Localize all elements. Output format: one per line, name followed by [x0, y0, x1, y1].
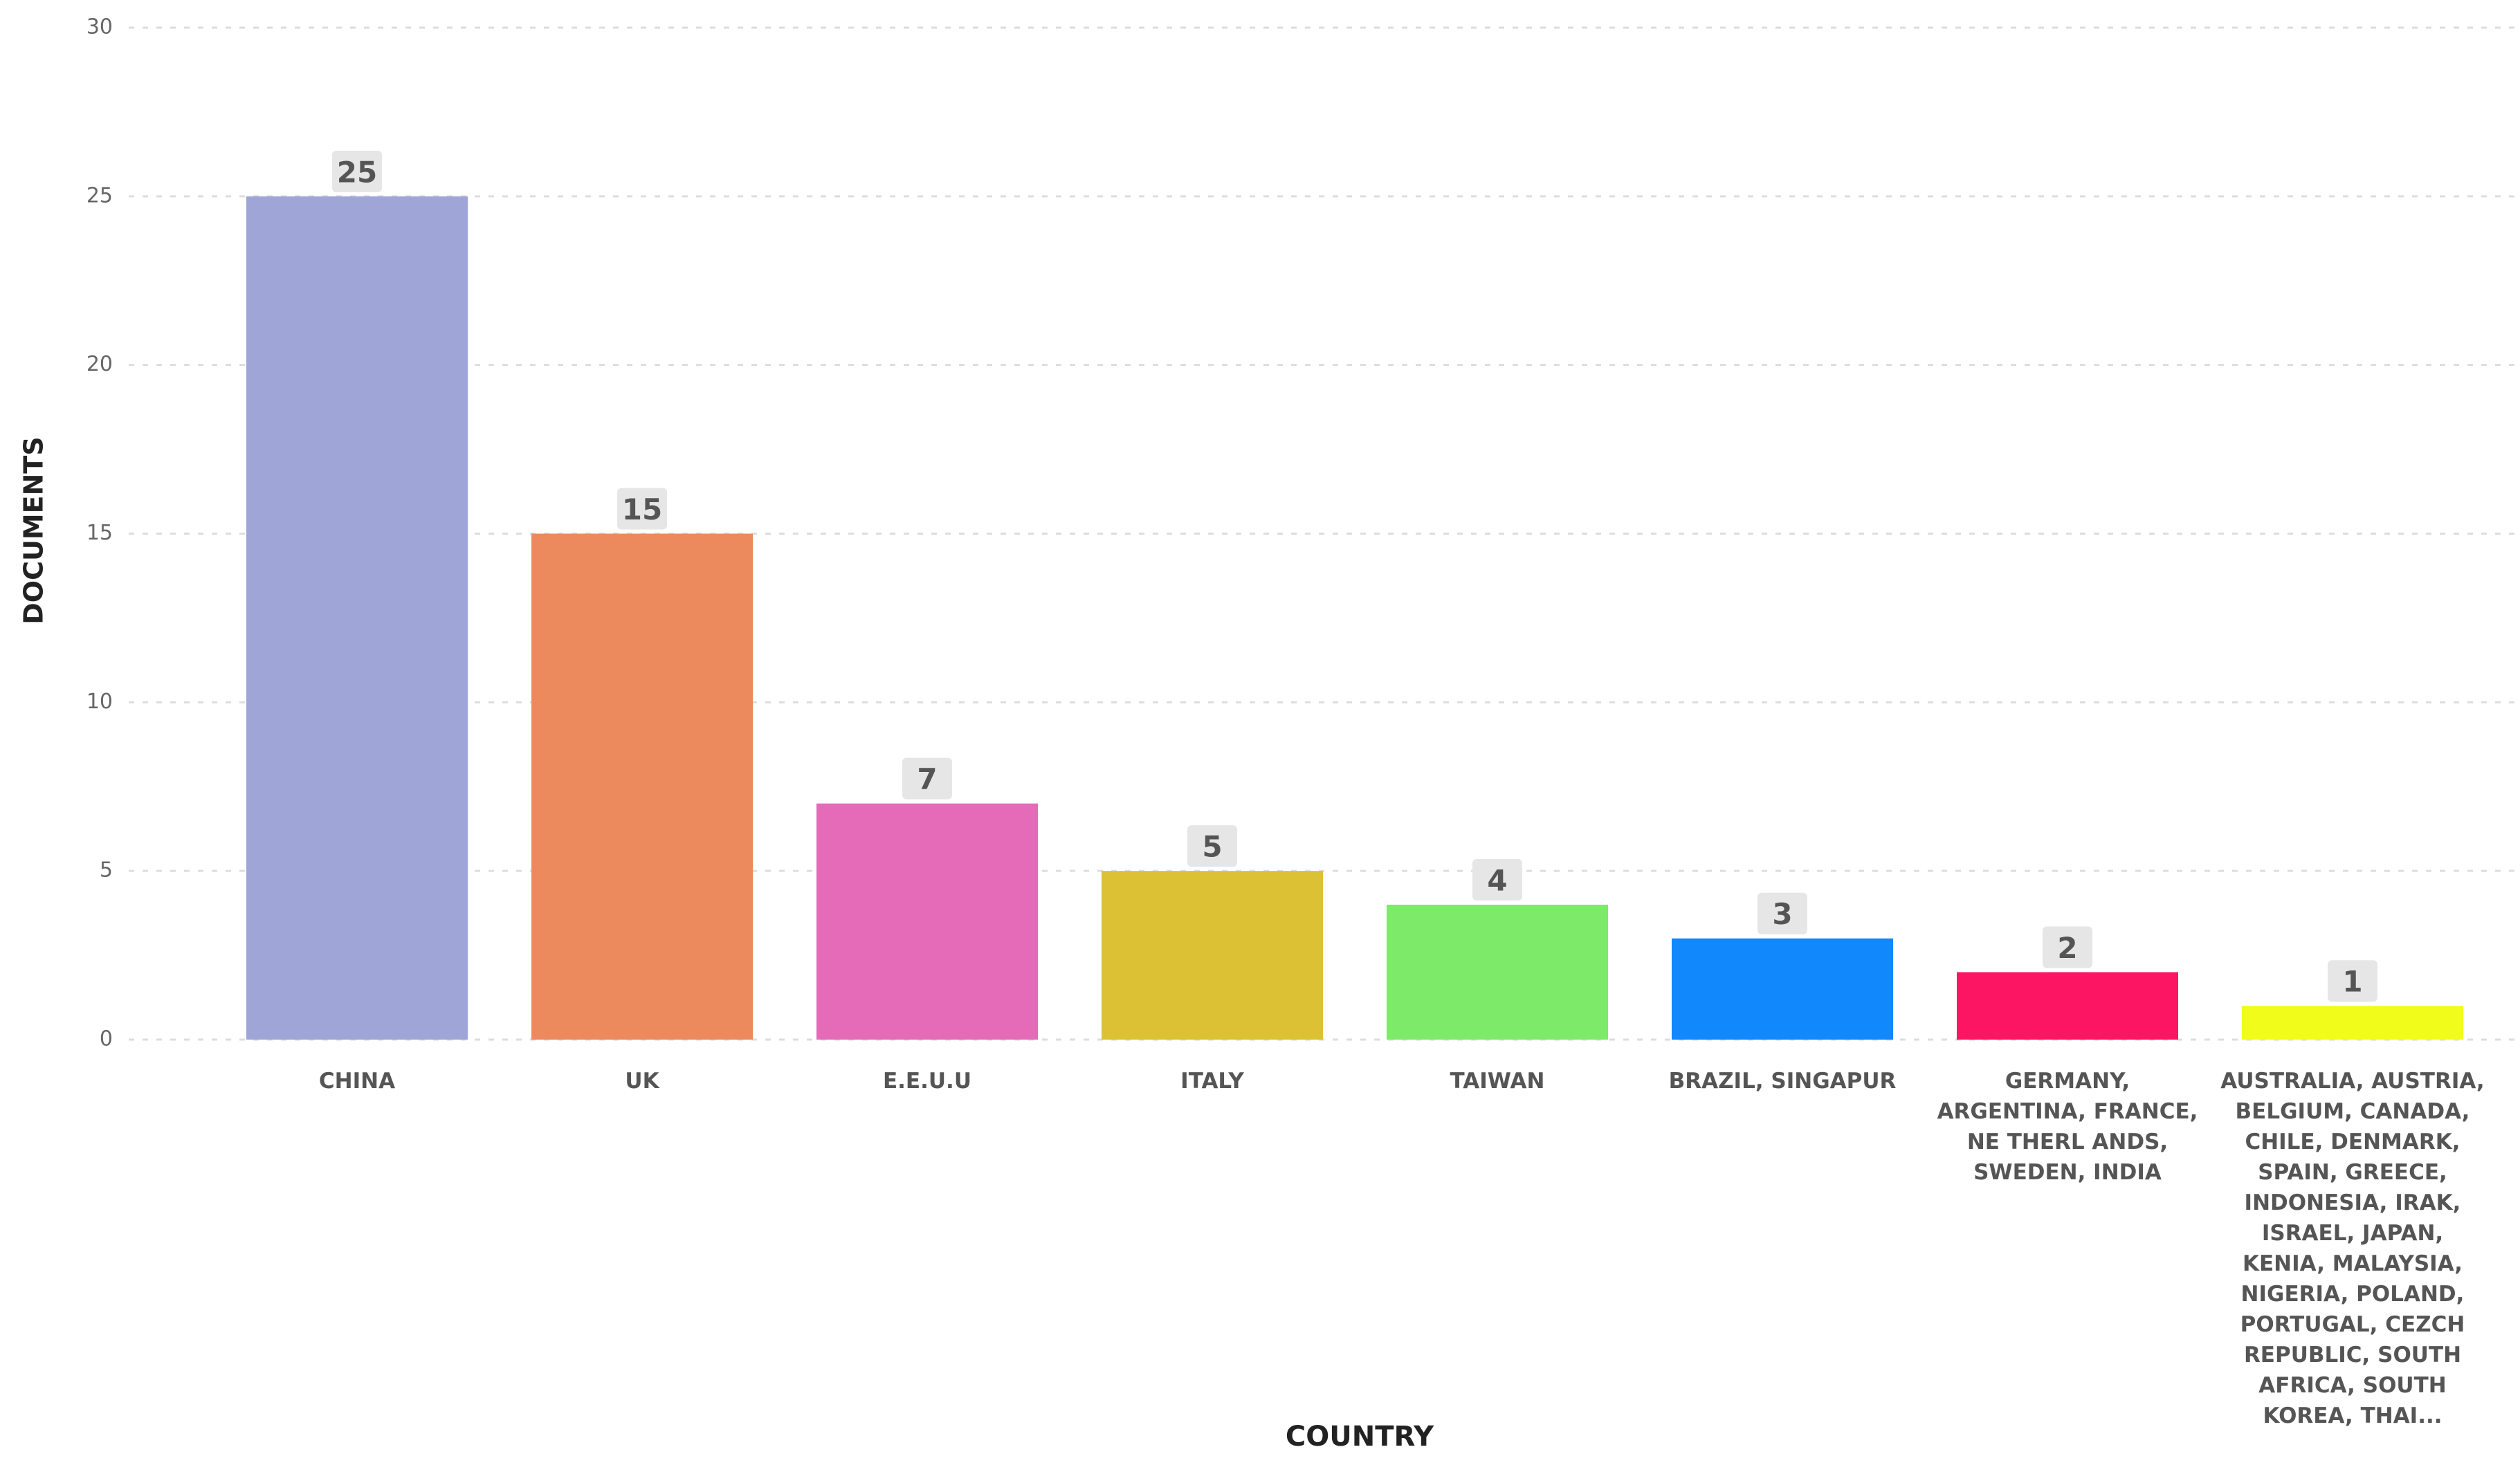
value-label: 1	[2342, 965, 2362, 999]
value-label-box	[332, 150, 382, 192]
x-tick-label: E.E.U.U	[882, 1069, 972, 1094]
x-tick-label: UK	[625, 1069, 659, 1094]
value-label: 5	[1202, 830, 1222, 864]
value-label-box	[617, 488, 667, 530]
bar	[246, 196, 468, 1040]
bar	[1102, 871, 1323, 1040]
y-axis-title: DOCUMENTS	[19, 436, 49, 624]
x-tick-label: AUSTRALIA, AUSTRIA, BELGIUM, CANADA, CHI…	[2220, 1069, 2485, 1428]
value-label: 15	[622, 492, 662, 526]
y-tick-label: 10	[86, 690, 113, 714]
value-label-box	[1187, 825, 1237, 867]
x-axis-title: COUNTRY	[1286, 1421, 1434, 1453]
value-label: 2	[2057, 931, 2077, 965]
bar	[1672, 938, 1893, 1040]
y-tick-label: 30	[86, 15, 113, 39]
value-label: 7	[917, 762, 937, 796]
x-tick-label: TAIWAN	[1450, 1069, 1545, 1094]
value-label: 3	[1772, 897, 1792, 931]
x-tick-label: GERMANY, ARGENTINA, FRANCE, NE THERL AND…	[1937, 1069, 2198, 1185]
x-tick-label: CHINA	[318, 1069, 396, 1094]
y-tick-label: 25	[86, 183, 113, 208]
value-label: 25	[337, 155, 377, 189]
bar	[531, 533, 753, 1040]
x-tick-label: BRAZIL, SINGAPUR	[1668, 1069, 1897, 1094]
x-tick-label: ITALY	[1180, 1069, 1244, 1094]
value-label-box	[2043, 926, 2092, 968]
value-label-box	[1472, 858, 1522, 901]
bar	[1387, 904, 1608, 1040]
y-tick-label: 0	[100, 1027, 113, 1051]
bar	[1957, 972, 2178, 1040]
value-label: 4	[1487, 863, 1507, 897]
bar	[816, 803, 1038, 1040]
bar	[2242, 1006, 2463, 1040]
y-tick-label: 5	[100, 858, 113, 883]
y-tick-label: 20	[86, 352, 113, 376]
value-label-box	[2328, 960, 2377, 1002]
y-tick-label: 15	[86, 521, 113, 545]
value-label-box	[902, 757, 952, 800]
value-label-box	[1757, 892, 1807, 934]
